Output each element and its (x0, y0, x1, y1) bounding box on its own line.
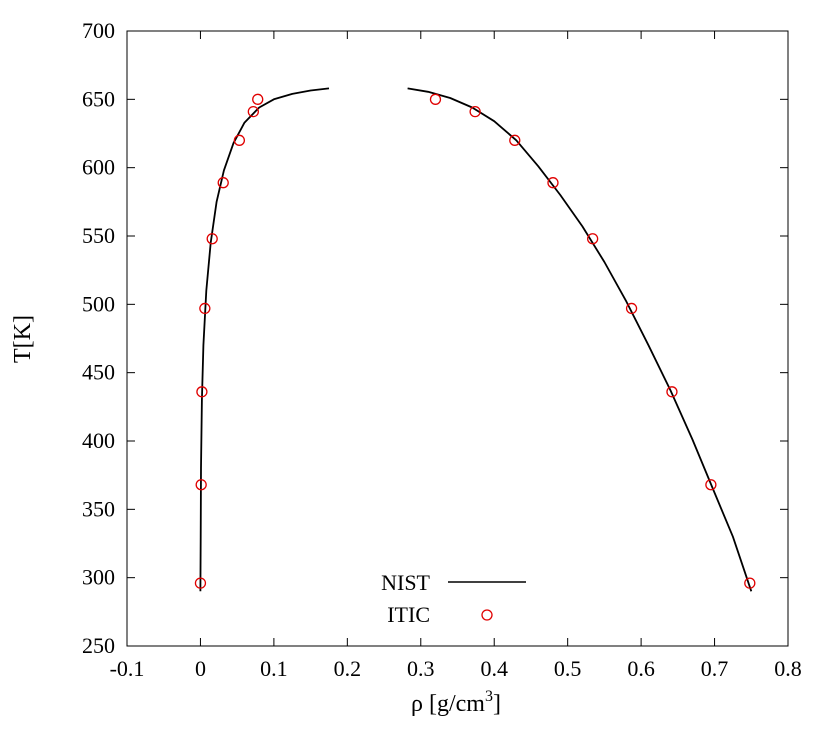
x-tick-label: 0.8 (774, 656, 802, 681)
x-tick-label: 0.1 (260, 656, 288, 681)
x-tick-label: 0.4 (480, 656, 508, 681)
itic-point (744, 577, 756, 589)
itic-point (217, 177, 229, 189)
itic-point (195, 479, 207, 491)
itic-point (199, 302, 211, 315)
itic-point (194, 577, 207, 589)
x-tick-label: 0.6 (627, 656, 655, 681)
y-tick-label: 350 (82, 496, 115, 521)
itic-point (469, 105, 481, 118)
itic-point (705, 479, 717, 491)
y-tick-label: 550 (82, 223, 115, 248)
y-tick-label: 500 (82, 291, 115, 316)
plot-frame (126, 30, 789, 647)
itic-point (233, 134, 246, 146)
x-tick-label: 0.5 (554, 656, 582, 681)
legend-label-itic: ITIC (387, 602, 430, 627)
y-axis-label: T[K] (10, 315, 36, 363)
itic-point (509, 134, 521, 146)
legend-label-nist: NIST (381, 570, 430, 595)
itic-point (666, 386, 678, 398)
legend-marker-itic (481, 609, 493, 621)
x-tick-label: 0.3 (407, 656, 435, 681)
x-tick-label: 0.2 (334, 656, 362, 681)
x-tick-label: 0 (195, 656, 206, 681)
nist-curve (199, 87, 753, 592)
y-tick-label: 600 (82, 155, 115, 180)
y-tick-label: 400 (82, 428, 115, 453)
y-tick-label: 250 (82, 633, 115, 658)
itic-point (252, 93, 264, 105)
y-tick-label: 450 (82, 360, 115, 385)
itic-point (586, 233, 599, 245)
itic-point (196, 386, 208, 398)
x-tick-label: 0.7 (701, 656, 729, 681)
x-axis-ticks: -0.1 0 0.1 0.2 0.3 0.4 0.5 0.6 0.7 0.8 (110, 31, 802, 681)
itic-point (206, 233, 218, 245)
itic-points (194, 93, 756, 589)
x-tick-label: -0.1 (110, 656, 145, 681)
itic-point (247, 105, 259, 118)
nist-line-segment (407, 87, 753, 592)
legend: NIST ITIC (381, 570, 526, 627)
y-tick-label: 650 (82, 86, 115, 111)
itic-point (429, 93, 442, 105)
y-tick-label: 300 (82, 565, 115, 590)
y-tick-label: 700 (82, 18, 115, 43)
itic-point (547, 177, 559, 189)
itic-point (625, 302, 638, 315)
y-axis-ticks: 250 300 350 400 450 500 550 600 650 700 (82, 18, 788, 658)
x-axis-label: ρ [g/cm3] (411, 688, 501, 717)
nist-line-segment (199, 87, 330, 592)
